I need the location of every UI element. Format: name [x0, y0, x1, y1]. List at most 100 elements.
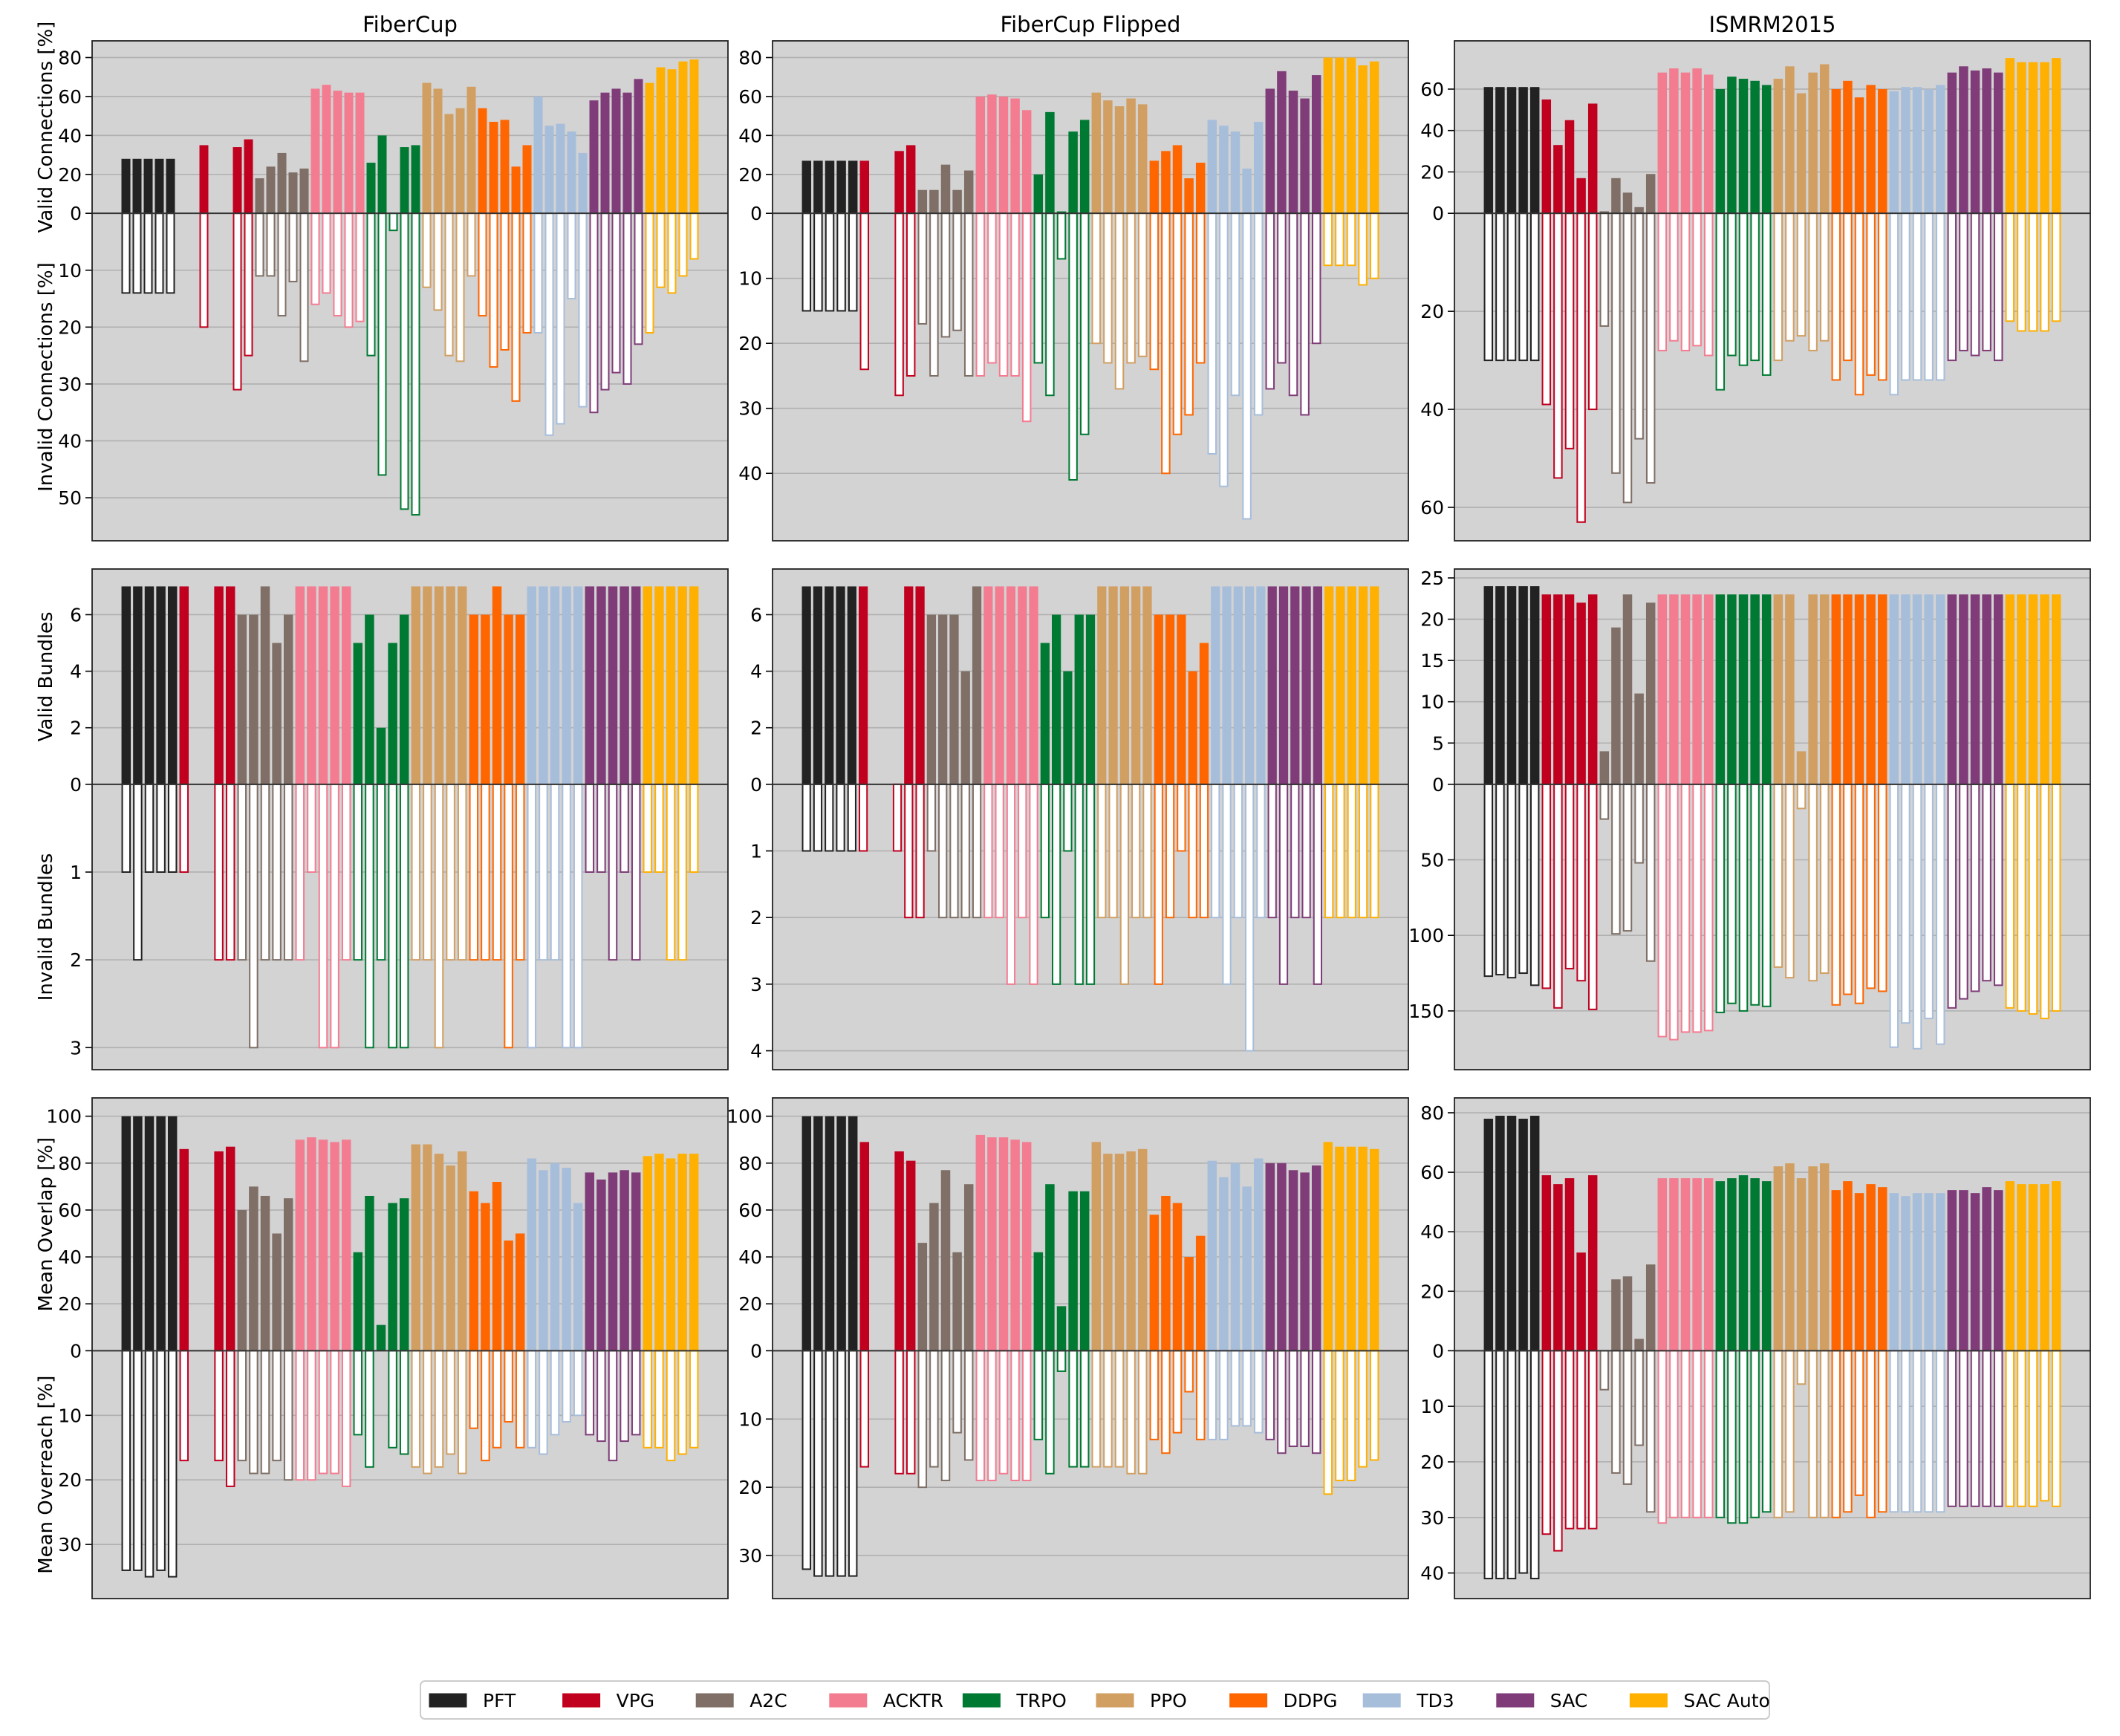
bar-sac-auto-valid [689, 586, 699, 784]
bar-sac-valid [1993, 72, 2003, 214]
y-axis-label-bottom: Invalid Bundles [35, 854, 57, 1001]
bar-trpo-invalid [1750, 212, 1760, 362]
bar-acktr-valid [1680, 594, 1691, 784]
bar-td3-valid [1912, 594, 1922, 784]
bar-trpo-invalid [1056, 1350, 1067, 1372]
bar-ppo-valid [1773, 1166, 1784, 1351]
bar-sac-invalid [631, 783, 641, 961]
bar-td3-valid [1222, 586, 1232, 784]
bar-acktr-valid [307, 1137, 316, 1351]
bar-td3-valid [539, 1170, 548, 1351]
bar-td3-invalid [1219, 1350, 1229, 1440]
y-tick-label: 80 [1420, 1102, 1444, 1124]
bar-td3-invalid [1242, 212, 1252, 520]
bar-trpo-valid [1063, 671, 1073, 784]
bar-pft-valid [156, 1116, 166, 1351]
bar-vpg-invalid [892, 783, 903, 852]
y-tick-label: 40 [1420, 120, 1444, 142]
y-axis-label-bottom: Mean Overreach [%] [35, 1376, 57, 1574]
bar-sac-invalid [1290, 783, 1300, 919]
bar-acktr-invalid [355, 212, 365, 322]
bar-ppo-invalid [1785, 1350, 1795, 1513]
bar-sac-auto-invalid [1346, 212, 1356, 267]
bar-a2c-valid [940, 164, 951, 214]
y-tick-label: 40 [58, 125, 82, 146]
bar-td3-valid [556, 123, 565, 214]
y-tick-label: 1 [750, 841, 762, 862]
bar-a2c-invalid [249, 783, 259, 1049]
bar-td3-valid [1935, 85, 1945, 214]
bar-sac-auto-invalid [1369, 1350, 1379, 1461]
bar-acktr-valid [344, 92, 354, 214]
bar-vpg-invalid [199, 212, 209, 328]
y-tick-label: 50 [58, 487, 82, 509]
bar-acktr-invalid [1657, 1350, 1668, 1524]
bar-vpg-valid [179, 586, 189, 784]
panel-1: 0 20 40 60 80 10 20 30 40 50 FiberCup Valid Connect… [35, 12, 729, 542]
bar-ppo-invalid [1796, 212, 1807, 337]
bar-sac-auto-invalid [1336, 783, 1345, 919]
bar-sac-valid [1265, 1163, 1275, 1351]
bar-pft-invalid [121, 212, 131, 294]
bar-a2c-valid [1645, 602, 1656, 784]
bar-ppo-valid [1108, 586, 1118, 784]
bar-ddpg-invalid [500, 212, 510, 351]
bar-td3-valid [544, 126, 554, 214]
bar-pft-valid [121, 586, 131, 784]
bar-td3-invalid [556, 212, 565, 425]
y-tick-label: 3 [70, 1037, 82, 1059]
bar-trpo-invalid [1033, 212, 1044, 364]
bar-td3-valid [1242, 1186, 1252, 1351]
bar-sac-invalid [1970, 1350, 1980, 1507]
bar-ppo-invalid [1819, 783, 1830, 975]
bar-ppo-invalid [1819, 212, 1830, 342]
bar-trpo-valid [1040, 643, 1050, 784]
bar-ppo-valid [1103, 1154, 1113, 1351]
bar-trpo-valid [1715, 88, 1726, 214]
bar-ddpg-invalid [1184, 1350, 1194, 1393]
bar-vpg-invalid [904, 783, 914, 919]
bar-pft-valid [156, 586, 166, 784]
legend-label-sac-auto: SAC Auto [1683, 1690, 1769, 1711]
legend-label-td3: TD3 [1416, 1690, 1454, 1711]
bar-sac-auto-valid [643, 1156, 653, 1351]
bar-td3-valid [1912, 87, 1922, 214]
bar-sac-auto-invalid [689, 1350, 699, 1449]
bar-pft-invalid [836, 1350, 846, 1577]
bar-a2c-valid [260, 586, 270, 784]
bar-sac-valid [596, 1179, 606, 1351]
bar-acktr-valid [307, 586, 316, 784]
bar-trpo-invalid [388, 783, 397, 1049]
bar-ddpg-valid [1854, 1193, 1864, 1351]
bar-ppo-invalid [1796, 783, 1807, 810]
bar-a2c-invalid [1622, 1350, 1633, 1485]
bar-ddpg-invalid [1877, 1350, 1887, 1513]
legend-swatch-ppo [1096, 1693, 1134, 1708]
bar-ppo-invalid [1785, 212, 1795, 342]
bar-td3-valid [1901, 594, 1911, 784]
y-tick-label: 40 [1420, 399, 1444, 420]
bar-pft-valid [121, 1116, 131, 1351]
bar-acktr-valid [998, 96, 1009, 214]
bar-ddpg-invalid [1165, 783, 1175, 919]
bar-ddpg-invalid [504, 1350, 513, 1423]
bar-ppo-valid [1097, 586, 1107, 784]
bar-vpg-invalid [905, 212, 916, 377]
bar-ppo-invalid [423, 1350, 432, 1475]
bar-acktr-invalid [307, 783, 316, 873]
bar-sac-auto-valid [666, 1158, 676, 1351]
bar-acktr-valid [1021, 1142, 1032, 1351]
bar-pft-valid [836, 1116, 846, 1351]
bar-sac-invalid [1288, 1350, 1298, 1448]
bar-sac-valid [634, 79, 643, 214]
bar-trpo-invalid [353, 783, 363, 961]
bar-vpg-valid [1576, 1252, 1586, 1351]
bar-vpg-valid [904, 586, 914, 784]
y-tick-label: 40 [738, 125, 762, 146]
bar-ppo-invalid [422, 212, 432, 288]
bar-vpg-valid [1541, 594, 1552, 784]
bar-pft-invalid [1495, 1350, 1505, 1580]
bar-pft-invalid [1529, 212, 1540, 362]
bar-ppo-invalid [466, 212, 476, 277]
bar-sac-auto-valid [1369, 61, 1379, 214]
